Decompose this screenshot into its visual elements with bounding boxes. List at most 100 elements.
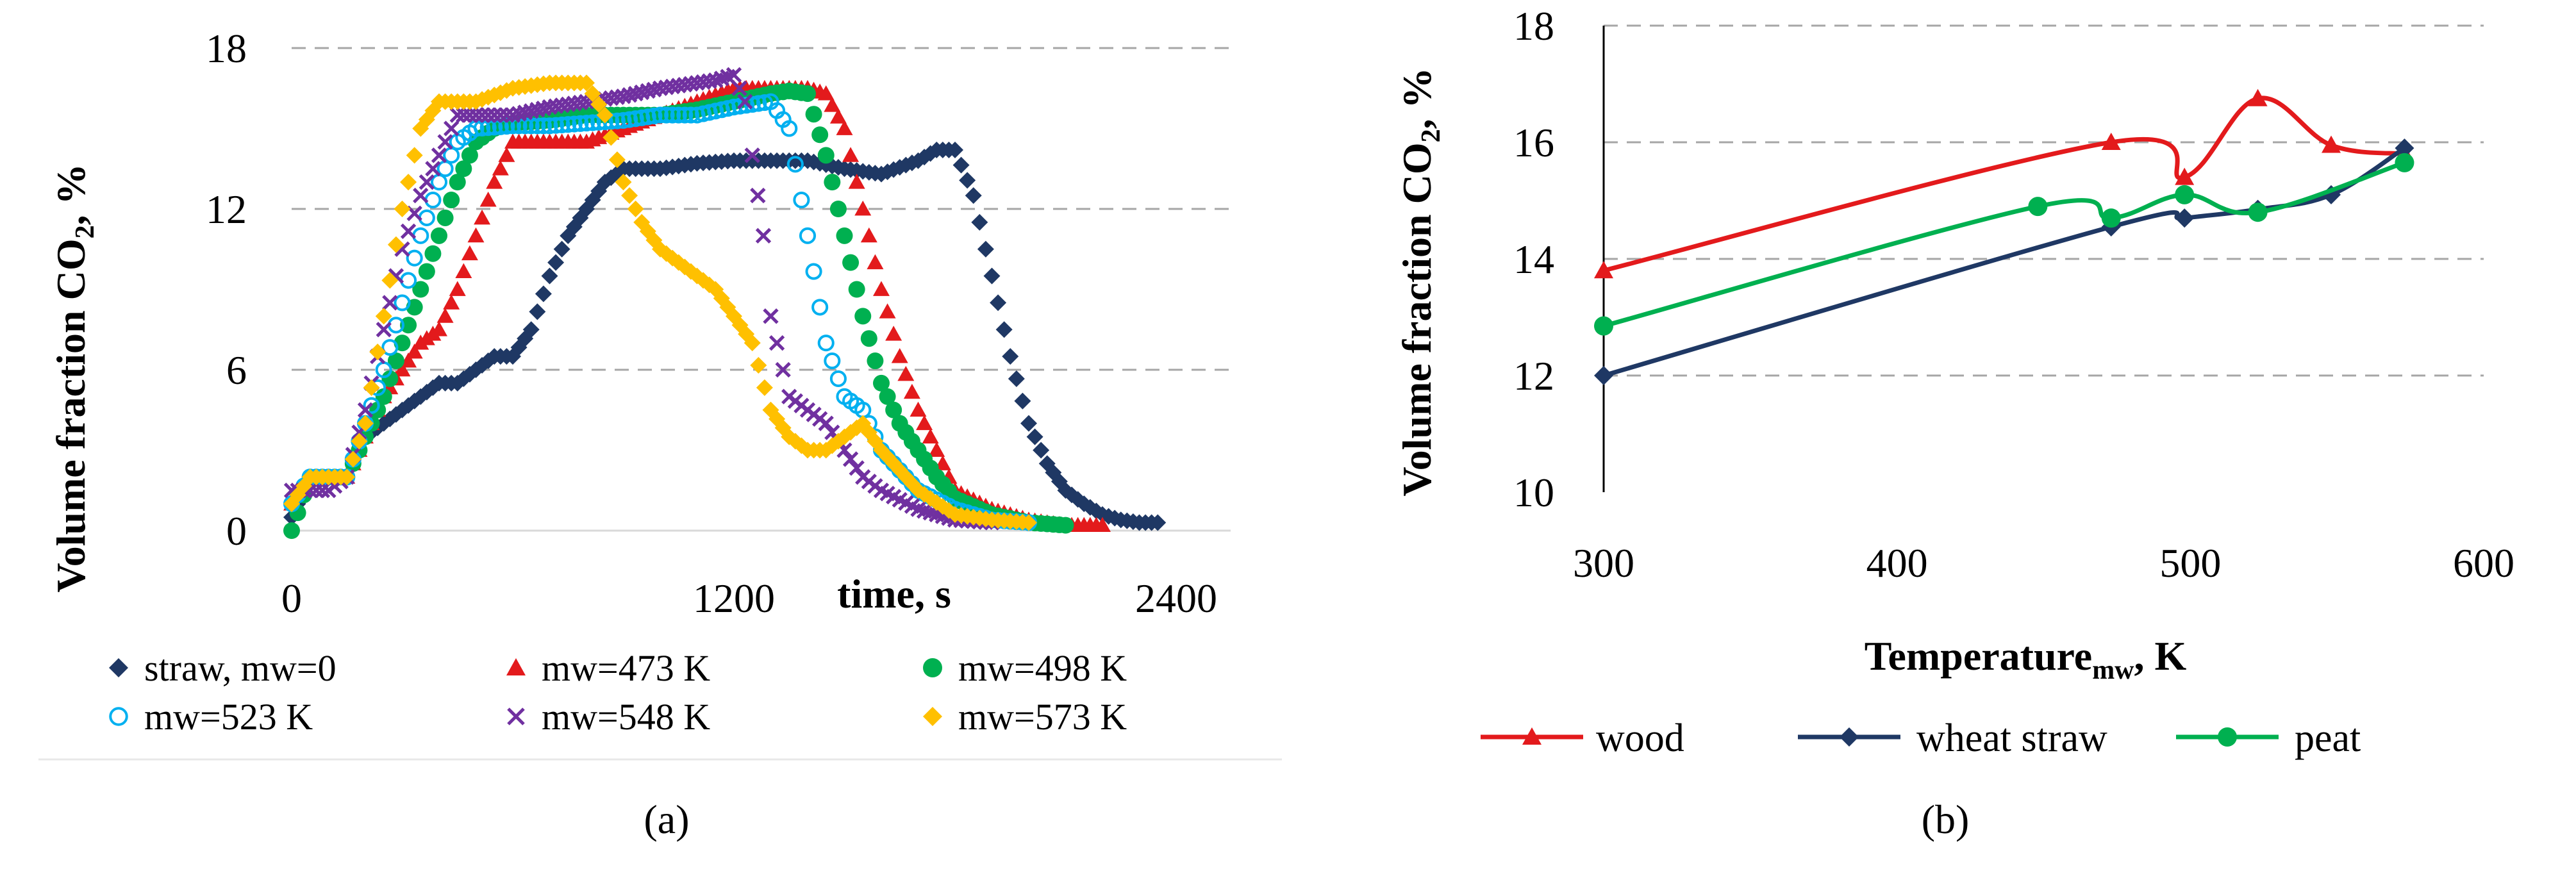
chart-a-y-tick-label: 18: [206, 26, 247, 71]
chart-b-series-2: [1594, 153, 2414, 336]
chart-a-point: [873, 374, 890, 392]
chart-a-point: [375, 388, 392, 405]
chart-a-point: [854, 308, 872, 325]
chart-b-point: [2028, 197, 2048, 217]
chart-b-y-axis-title-suffix: , %: [1394, 67, 1440, 129]
chart-a-point: [394, 361, 411, 377]
chart-a-point: [836, 120, 853, 135]
chart-a-point: [799, 227, 817, 244]
chart-a-point: [775, 361, 791, 378]
chart-a-point: [608, 151, 626, 169]
chart-a-point: [805, 263, 822, 280]
chart-a-point: [400, 174, 417, 191]
chart-a-point: [903, 383, 920, 399]
chart-a-point: [492, 107, 509, 123]
chart-a-point: [535, 117, 552, 135]
chart-a-point: [867, 352, 884, 370]
chart-b-x-axis-title-sub: mw: [2092, 656, 2134, 685]
chart-a-y-axis-title-sub: 2: [71, 225, 100, 238]
chart-b-panel-label: (b): [1922, 797, 1970, 842]
chart-a-point: [351, 433, 368, 450]
chart-a-point: [412, 227, 429, 244]
chart-a-point: [394, 294, 411, 311]
chart-b-point: [1594, 261, 1613, 279]
chart-a-point: [578, 115, 595, 132]
chart-a-point: [1026, 428, 1043, 445]
chart-b-series-1: [1594, 138, 2414, 385]
chart-a-point: [474, 107, 490, 123]
chart-a-point: [449, 107, 465, 123]
chart-a-point: [400, 223, 417, 240]
chart-a-legend-label: mw=523 K: [144, 696, 313, 738]
chart-a-point: [400, 272, 417, 289]
chart-a-point: [627, 110, 644, 128]
chart-a-point: [965, 187, 982, 204]
chart-a-point: [584, 85, 601, 103]
chart-a-point: [400, 352, 417, 368]
chart-a-point: [627, 201, 644, 217]
chart-a-point: [424, 192, 442, 209]
chart-a-point: [829, 108, 847, 124]
chart-a-point: [382, 295, 398, 311]
chart-b-x-axis-title-suffix: , K: [2134, 633, 2187, 679]
chart-a-point: [461, 245, 478, 261]
chart-b-y-tick-labels: 10 12 14 16 18: [1513, 3, 1554, 515]
chart-a-point: [412, 281, 429, 298]
chart-b-y-tick-label: 18: [1513, 3, 1554, 49]
chart-a-point: [375, 308, 392, 325]
chart-a-point: [381, 370, 399, 387]
chart-a-point: [498, 147, 515, 162]
chart-a-point: [413, 187, 429, 204]
chart-a-point: [842, 451, 859, 467]
chart-a-point: [381, 339, 399, 356]
chart-a-point: [811, 299, 829, 316]
chart-a-point: [596, 106, 613, 124]
chart-a-point: [885, 326, 902, 341]
chart-a-y-tick-label: 12: [206, 186, 247, 232]
chart-a-point: [786, 156, 804, 173]
chart-b-series-line: [1603, 146, 2406, 378]
chart-a-point: [947, 141, 963, 158]
chart-a-point: [799, 85, 816, 103]
chart-a-point: [621, 111, 638, 128]
chart-a-point: [615, 174, 632, 191]
chart-b-point: [2101, 133, 2121, 150]
chart-a-point: [639, 108, 656, 126]
chart-a-point: [817, 147, 835, 164]
chart-a-point: [769, 335, 785, 351]
chart-a-legend-label: mw=473 K: [542, 647, 710, 689]
chart-a-point: [565, 115, 583, 133]
chart-a-point: [283, 522, 300, 539]
chart-a-x-tick-label: 0: [281, 575, 302, 621]
chart-a-point: [547, 254, 565, 271]
chart-b-point: [2101, 208, 2121, 228]
chart-a-point: [805, 106, 822, 123]
chart-a-point: [387, 352, 404, 370]
chart-b-y-tick-label: 10: [1513, 470, 1554, 515]
chart-a-point: [529, 117, 546, 135]
chart-a-point: [400, 317, 417, 334]
chart-a-point: [455, 263, 472, 279]
chart-a-point: [977, 240, 994, 258]
chart-a-point: [449, 281, 466, 296]
chart-a-point: [928, 442, 945, 457]
chart-a-legend-label: mw=498 K: [958, 647, 1127, 689]
chart-a-point: [922, 428, 939, 443]
chart-b-y-axis-title-sub: 2: [1417, 129, 1446, 142]
chart-a-point: [590, 95, 608, 113]
chart-a-point: [578, 74, 595, 92]
chart-a-point: [431, 321, 447, 336]
chart-b-y-tick-label: 12: [1513, 353, 1554, 399]
chart-a-point: [419, 174, 435, 190]
chart-b-y-tick-label: 14: [1513, 236, 1554, 282]
chart-a-point: [443, 192, 460, 209]
chart-a-point: [584, 114, 601, 131]
chart-a-point: [726, 67, 742, 83]
chart-a-point: [867, 254, 884, 270]
chart-a-legend-label: mw=573 K: [958, 696, 1127, 738]
chart-a-point: [449, 174, 466, 191]
chart-a-x-tick-label: 2400: [1135, 575, 1217, 621]
chart-a-point: [443, 147, 460, 164]
chart-a-point: [897, 365, 915, 381]
chart-b-y-axis-title: Volume fraction CO2, %: [1394, 67, 1446, 496]
